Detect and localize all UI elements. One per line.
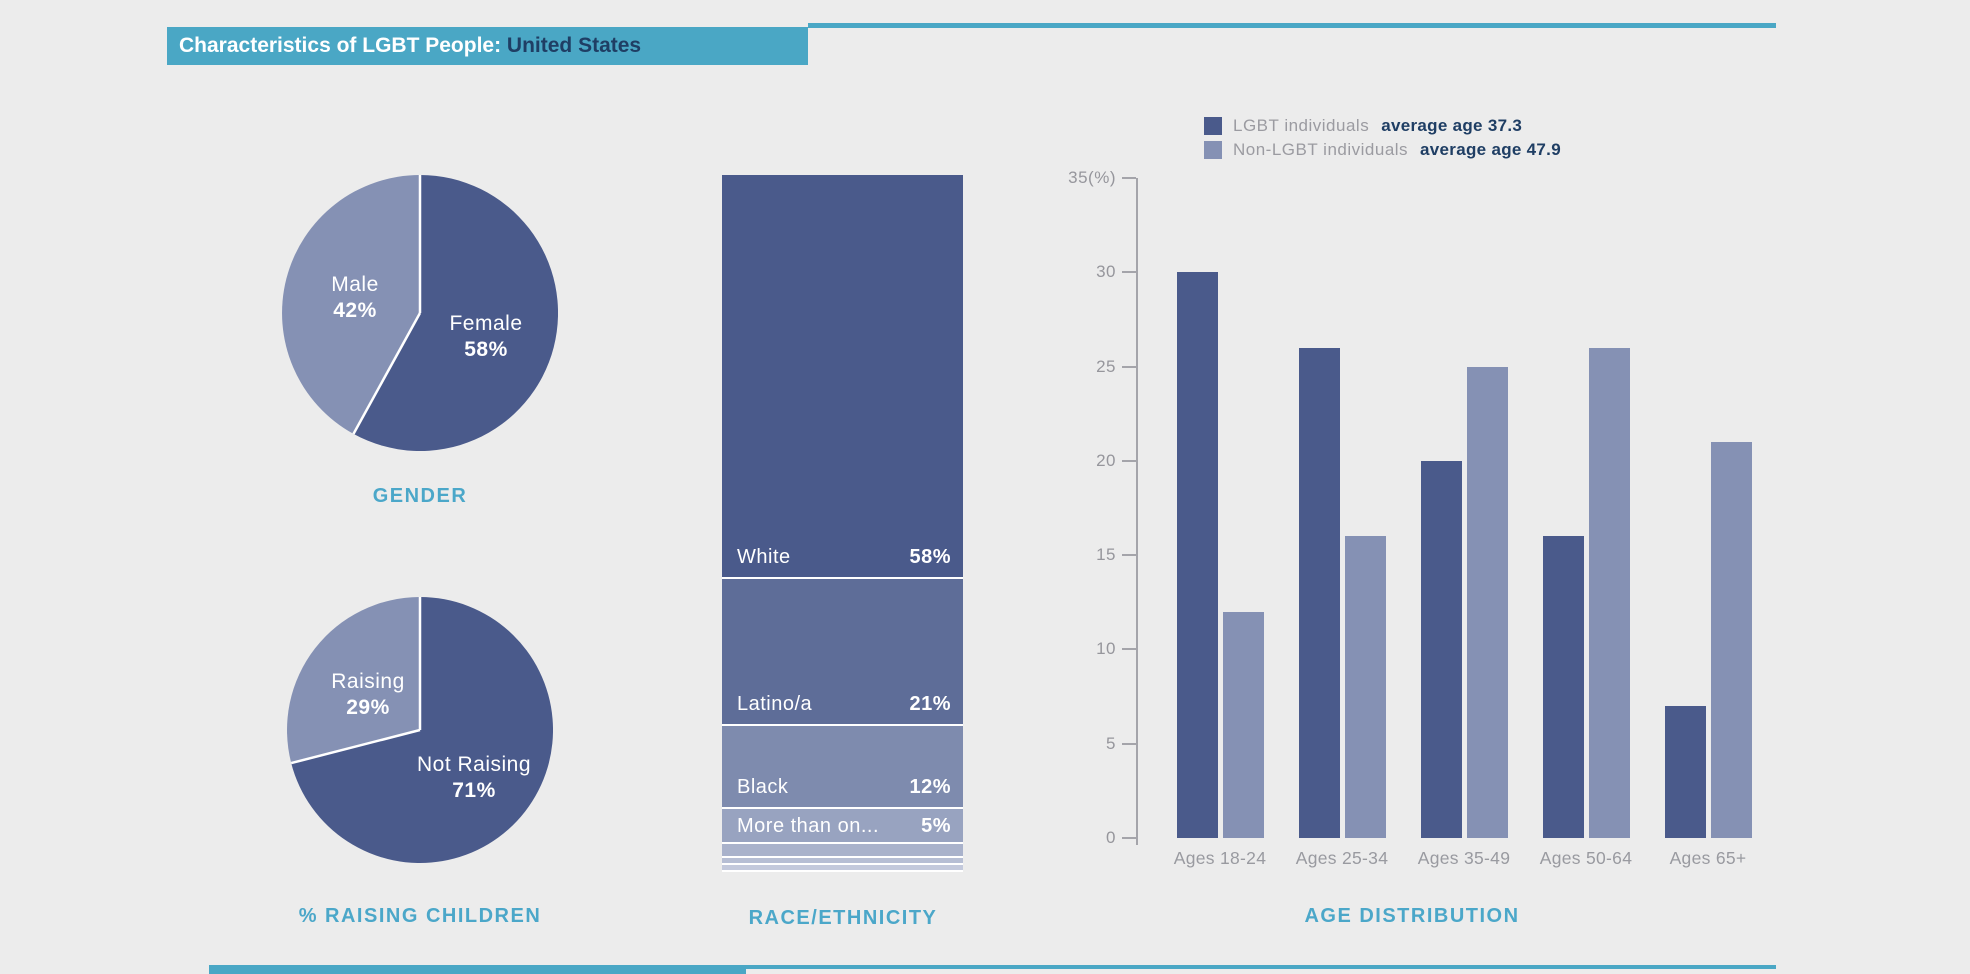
- race-segment-latino-a[interactable]: Latino/a 21%: [722, 579, 963, 724]
- x-category-label: Ages 65+: [1669, 848, 1747, 868]
- pie-slice-female[interactable]: [353, 175, 559, 451]
- y-tick-label: 20: [1096, 450, 1116, 470]
- bar-lgbt-ages-50-64[interactable]: [1542, 536, 1584, 838]
- x-category-label: Ages 18-24: [1173, 848, 1267, 868]
- y-tick-label: 35(%): [1068, 168, 1116, 187]
- x-category-label: Ages 35-49: [1417, 848, 1511, 868]
- y-axis-tick: [1122, 742, 1136, 745]
- race-segment-value: 21%: [909, 692, 951, 715]
- bar-lgbt-ages-18-24[interactable]: [1176, 272, 1218, 838]
- race-segment-value: 5%: [921, 815, 951, 838]
- lgbt-average-age: average age 37.3: [1381, 116, 1523, 135]
- race-segment-more-than-on-[interactable]: More than on... 5%: [722, 809, 963, 843]
- bottom-accent-line: [746, 965, 1776, 969]
- gender-pie-chart: Male 42% Female 58%: [282, 175, 558, 451]
- raising-children-pie-chart: Raising 29% Not Raising 71%: [287, 597, 553, 863]
- pie-slice-not-raising[interactable]: [291, 597, 553, 863]
- non-lgbt-series-name: Non-LGBT individuals: [1233, 140, 1409, 159]
- bar-lgbt-ages-25-34[interactable]: [1298, 347, 1340, 838]
- top-accent-line: [808, 23, 1776, 28]
- bar-non-lgbt-ages-25-34[interactable]: [1344, 536, 1386, 838]
- page-title-prefix: Characteristics of LGBT People:: [179, 34, 507, 57]
- bar-non-lgbt-ages-35-49[interactable]: [1466, 366, 1508, 838]
- non-lgbt-average-age: average age 47.9: [1420, 140, 1561, 159]
- y-axis-tick: [1122, 271, 1136, 274]
- race-ethnicity-stacked-bar: White 58% Latino/a 21% Black 12% More th…: [722, 175, 963, 872]
- age-chart-legend: LGBT individuals average age 37.3 Non-LG…: [1204, 114, 1561, 162]
- gender-pie-svg: [282, 175, 558, 451]
- race-segment-value: 58%: [909, 546, 951, 569]
- bar-lgbt-ages-65+[interactable]: [1664, 706, 1706, 838]
- race-segment-value: 12%: [909, 776, 951, 799]
- bar-non-lgbt-ages-18-24[interactable]: [1222, 611, 1264, 838]
- y-axis-tick: [1122, 837, 1136, 839]
- x-category-label: Ages 50-64: [1539, 848, 1633, 868]
- x-category-label: Ages 25-34: [1295, 848, 1389, 868]
- raising-children-chart-title: % RAISING CHILDREN: [298, 905, 542, 927]
- race-segment-black[interactable]: Black 12%: [722, 725, 963, 808]
- y-axis-tick: [1122, 648, 1136, 651]
- lgbt-series-swatch: [1204, 117, 1222, 135]
- race-segment-white[interactable]: White 58%: [722, 175, 963, 578]
- y-tick-label: 10: [1096, 639, 1116, 659]
- y-axis-tick: [1122, 554, 1136, 557]
- race-segment-label: Latino/a: [737, 692, 813, 715]
- raising-children-pie-svg: [287, 597, 553, 863]
- pie-slice-male[interactable]: [282, 175, 420, 434]
- gender-chart-title: GENDER: [372, 485, 468, 507]
- race-segment-label: White: [737, 546, 791, 569]
- race-ethnicity-chart-title: RACE/ETHNICITY: [748, 907, 938, 929]
- race-segment-segment-4[interactable]: [722, 844, 963, 856]
- bar-non-lgbt-ages-50-64[interactable]: [1588, 347, 1630, 838]
- non-lgbt-series-swatch: [1204, 141, 1222, 159]
- race-segment-label: More than on...: [737, 815, 880, 838]
- race-segment-segment-6[interactable]: [722, 865, 963, 870]
- y-tick-label: 5: [1106, 733, 1116, 753]
- race-segment-label: Black: [737, 776, 789, 799]
- y-axis-tick: [1122, 177, 1136, 179]
- bar-non-lgbt-ages-65+[interactable]: [1710, 442, 1752, 838]
- legend-item-non-lgbt[interactable]: Non-LGBT individuals average age 47.9: [1204, 138, 1561, 162]
- y-tick-label: 25: [1096, 356, 1116, 376]
- bar-lgbt-ages-35-49[interactable]: [1420, 460, 1462, 838]
- age-distribution-chart-title: AGE DISTRIBUTION: [1304, 905, 1520, 927]
- pie-slice-divider: [290, 728, 421, 765]
- legend-item-lgbt[interactable]: LGBT individuals average age 37.3: [1204, 114, 1561, 138]
- y-axis-tick: [1122, 365, 1136, 368]
- page-title: Characteristics of LGBT People: United S…: [167, 27, 808, 65]
- pie-slice-divider: [352, 312, 422, 435]
- page-title-region: United States: [506, 34, 642, 57]
- lgbt-series-name: LGBT individuals: [1233, 116, 1370, 135]
- y-axis-line: [1136, 178, 1138, 845]
- y-tick-label: 15: [1096, 545, 1116, 565]
- pie-slice-raising[interactable]: [287, 597, 420, 764]
- race-segment-segment-5[interactable]: [722, 858, 963, 864]
- y-tick-label: 30: [1096, 262, 1116, 282]
- bottom-accent-bar: [209, 965, 746, 974]
- y-tick-label: 0: [1106, 828, 1116, 847]
- y-axis-tick: [1122, 459, 1136, 462]
